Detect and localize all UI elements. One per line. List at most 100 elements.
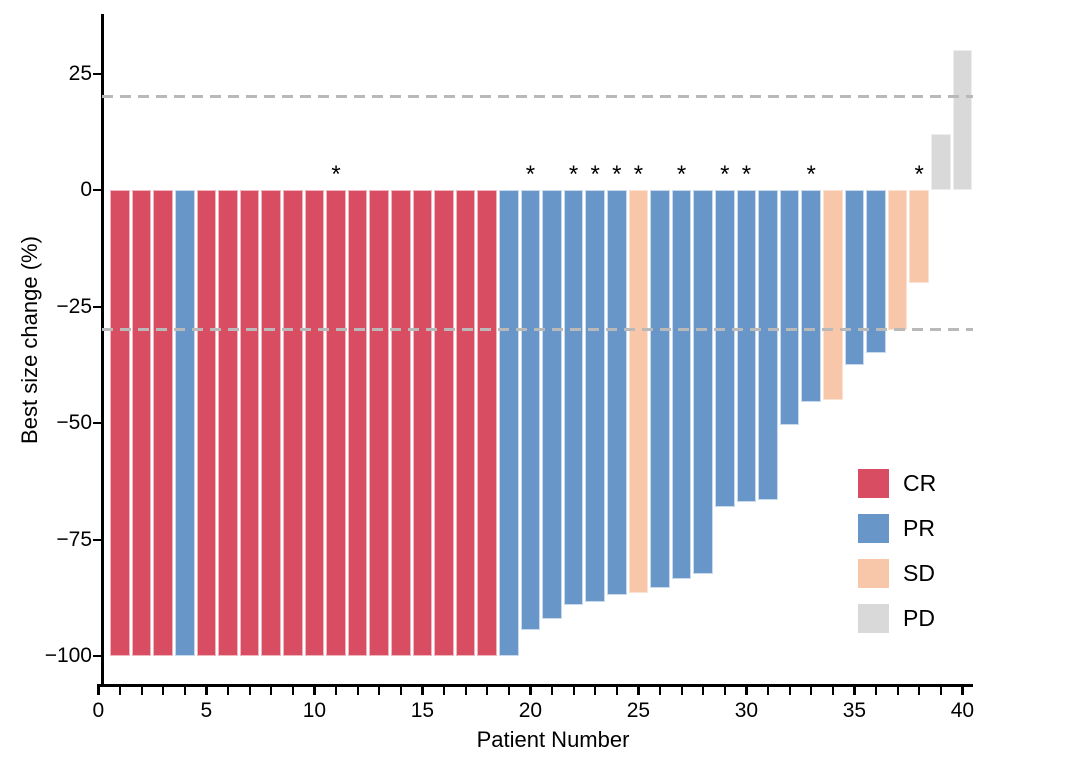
bar-patient-39-pd xyxy=(931,134,951,190)
y-tick--100 xyxy=(92,655,102,658)
x-tick-label-15: 15 xyxy=(410,699,435,722)
bar-patient-35-pr xyxy=(844,190,865,365)
x-tick-label-20: 20 xyxy=(518,699,543,722)
bar-patient-8-cr xyxy=(261,190,281,656)
x-tick-32 xyxy=(788,686,791,695)
y-axis-title: Best size change (%) xyxy=(17,236,42,444)
x-tick-17 xyxy=(464,686,467,695)
significance-asterisk-patient-38: * xyxy=(914,161,924,188)
y-tick--75 xyxy=(92,538,102,541)
significance-asterisk-patient-30: * xyxy=(741,161,752,188)
x-tick-6 xyxy=(227,686,230,695)
bar-patient-14-cr xyxy=(391,190,411,656)
y-tick-label--75: −75 xyxy=(56,527,92,551)
x-tick-30 xyxy=(745,686,748,695)
legend-swatch-pd xyxy=(858,604,889,633)
x-tick-19 xyxy=(507,686,510,695)
x-tick-1 xyxy=(119,686,122,695)
x-tick-38 xyxy=(918,686,921,695)
legend-swatch-pr xyxy=(858,514,889,543)
x-tick-24 xyxy=(615,686,618,695)
x-tick-label-5: 5 xyxy=(200,699,213,722)
y-tick-label--25: −25 xyxy=(56,294,92,318)
bar-patient-28-pr xyxy=(693,190,713,575)
x-axis-line xyxy=(97,684,973,687)
bar-patient-22-pr xyxy=(563,190,584,605)
legend-label-cr: CR xyxy=(903,470,937,496)
x-tick-label-30: 30 xyxy=(734,699,759,722)
bar-patient-17-cr xyxy=(455,190,476,656)
x-tick-label-0: 0 xyxy=(92,699,105,722)
bar-patient-12-cr xyxy=(347,190,368,656)
x-tick-2 xyxy=(140,686,143,695)
x-tick-21 xyxy=(551,686,554,695)
x-tick-37 xyxy=(896,686,899,695)
x-tick-0 xyxy=(97,686,100,695)
legend-swatch-cr xyxy=(858,469,889,498)
x-tick-14 xyxy=(399,686,402,695)
legend-swatch-sd xyxy=(858,559,889,588)
x-tick-25 xyxy=(637,686,640,695)
bar-patient-7-cr xyxy=(239,190,260,656)
x-tick-label-25: 25 xyxy=(626,699,651,722)
bar-patient-37-sd xyxy=(887,190,908,330)
x-tick-7 xyxy=(248,686,251,695)
reference-line-plus20 xyxy=(102,95,973,99)
x-tick-11 xyxy=(335,686,338,695)
x-tick-33 xyxy=(810,686,813,695)
bar-patient-6-cr xyxy=(218,190,238,656)
bar-patient-31-pr xyxy=(758,190,778,500)
x-tick-3 xyxy=(162,686,165,695)
bar-patient-29-pr xyxy=(715,190,735,507)
significance-asterisk-patient-24: * xyxy=(612,161,622,188)
bar-patient-26-pr xyxy=(650,190,670,589)
bar-patient-9-cr xyxy=(283,190,303,656)
y-axis-line xyxy=(101,14,104,687)
legend-label-pr: PR xyxy=(903,515,935,541)
y-tick-label-0: 0 xyxy=(80,178,92,201)
y-tick--25 xyxy=(92,305,102,308)
x-tick-40 xyxy=(961,686,964,695)
x-tick-9 xyxy=(291,686,294,695)
bar-patient-36-pr xyxy=(866,190,886,354)
bar-patient-33-pr xyxy=(801,190,821,403)
x-tick-29 xyxy=(723,686,726,695)
x-tick-4 xyxy=(183,686,186,695)
significance-asterisk-patient-25: * xyxy=(633,161,644,188)
bar-patient-24-pr xyxy=(607,190,627,596)
x-tick-20 xyxy=(529,686,532,695)
bar-patient-1-cr xyxy=(110,190,130,656)
bar-patient-32-pr xyxy=(779,190,800,426)
significance-asterisk-patient-27: * xyxy=(676,161,687,188)
bar-patient-20-pr xyxy=(520,190,541,631)
bar-patient-25-sd xyxy=(628,190,649,594)
x-tick-36 xyxy=(875,686,878,695)
significance-asterisk-patient-33: * xyxy=(806,161,816,188)
bar-patient-5-cr xyxy=(196,190,217,656)
x-tick-12 xyxy=(356,686,359,695)
bar-patient-18-cr xyxy=(477,190,497,656)
x-tick-5 xyxy=(205,686,208,695)
bar-patient-40-pd xyxy=(952,50,973,190)
x-tick-16 xyxy=(443,686,446,695)
x-tick-8 xyxy=(270,686,273,695)
legend-label-sd: SD xyxy=(903,560,935,586)
x-tick-39 xyxy=(939,686,942,695)
bar-patient-13-cr xyxy=(369,190,389,656)
x-tick-35 xyxy=(853,686,856,695)
bar-patient-3-cr xyxy=(153,190,173,656)
x-tick-13 xyxy=(378,686,381,695)
x-tick-27 xyxy=(680,686,683,695)
y-tick-label-25: 25 xyxy=(68,61,92,85)
bar-patient-34-sd xyxy=(823,190,843,400)
y-tick-label--50: −50 xyxy=(56,411,92,434)
x-tick-label-35: 35 xyxy=(842,699,867,722)
x-tick-28 xyxy=(702,686,705,695)
significance-asterisk-patient-20: * xyxy=(525,161,536,188)
legend-label-pd: PD xyxy=(903,605,935,631)
y-tick-25 xyxy=(92,72,102,75)
x-axis-title: Patient Number xyxy=(476,727,630,752)
bar-patient-19-pr xyxy=(499,190,519,656)
y-tick-0 xyxy=(92,189,102,192)
